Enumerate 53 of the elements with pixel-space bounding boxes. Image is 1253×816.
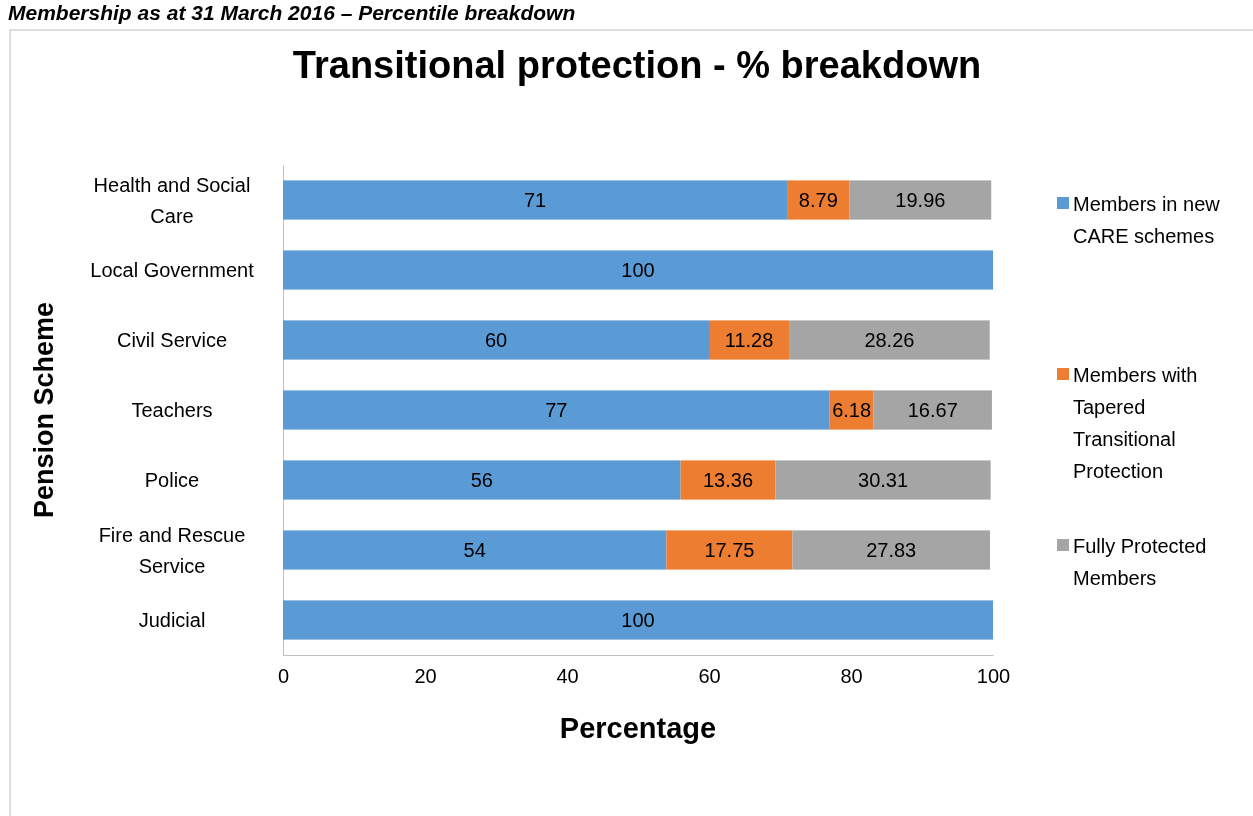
- y-tick-label: Civil Service: [116, 329, 228, 351]
- y-tick-label: Teachers: [131, 399, 213, 421]
- bar: [283, 460, 681, 500]
- y-tick-label: Police: [144, 469, 200, 491]
- bar: [792, 530, 991, 570]
- data-label: 8.79: [798, 189, 838, 211]
- y-axis-title: Pension Scheme: [29, 301, 59, 519]
- legend-label: Members in new CARE schemes: [1073, 193, 1221, 247]
- y-tick-label: Judicial: [138, 609, 206, 631]
- bar: [775, 460, 991, 500]
- data-label: 100: [621, 609, 655, 631]
- data-label: 27.83: [866, 539, 917, 561]
- text: Membership as at 31 March 2016 – Percentile breakdown: [8, 1, 576, 24]
- y-tick-label: Fire and Rescue Service: [98, 523, 246, 577]
- data-label: 56: [470, 469, 493, 491]
- legend-label: Members with Tapered Transitional Protection: [1073, 364, 1198, 482]
- bar: [787, 180, 850, 220]
- data-label: 19.96: [895, 189, 946, 211]
- x-tick-label: 20: [414, 665, 437, 688]
- bar: [709, 320, 790, 360]
- x-tick-label: 80: [840, 665, 863, 688]
- bar: [680, 460, 776, 500]
- data-label: 13.36: [703, 469, 754, 491]
- x-tick-label: 60: [698, 665, 721, 688]
- x-tick-label: 100: [976, 665, 1011, 688]
- bar: [666, 530, 793, 570]
- data-label: 71: [523, 189, 547, 211]
- data-label: 16.67: [907, 399, 958, 421]
- data-label: 6.18: [832, 399, 872, 421]
- data-label: 60: [484, 329, 508, 351]
- x-axis-title: Percentage: [559, 712, 717, 744]
- bar: [873, 390, 992, 430]
- data-label: 11.28: [724, 329, 774, 351]
- data-label: 54: [463, 539, 486, 561]
- bar: [283, 180, 788, 220]
- bar: [283, 390, 830, 430]
- bar: [283, 320, 709, 360]
- data-label: 77: [545, 399, 568, 421]
- data-label: 100: [621, 259, 655, 281]
- bar: [283, 530, 667, 570]
- chart-title: Transitional protection - % breakdown: [292, 44, 982, 86]
- x-tick-label: 40: [556, 665, 579, 688]
- y-tick-label: Local Government: [90, 259, 255, 281]
- bar: [849, 180, 992, 220]
- bar: [283, 250, 993, 290]
- bar: [789, 320, 990, 360]
- y-tick-label: Health and Social Care: [93, 173, 251, 227]
- x-tick-label: 0: [277, 665, 290, 688]
- bar: [283, 600, 993, 640]
- data-label: 28.26: [864, 329, 915, 351]
- legend-label: Fully Protected Members: [1073, 535, 1207, 589]
- data-label: 17.75: [704, 539, 755, 561]
- data-label: 30.31: [858, 469, 909, 491]
